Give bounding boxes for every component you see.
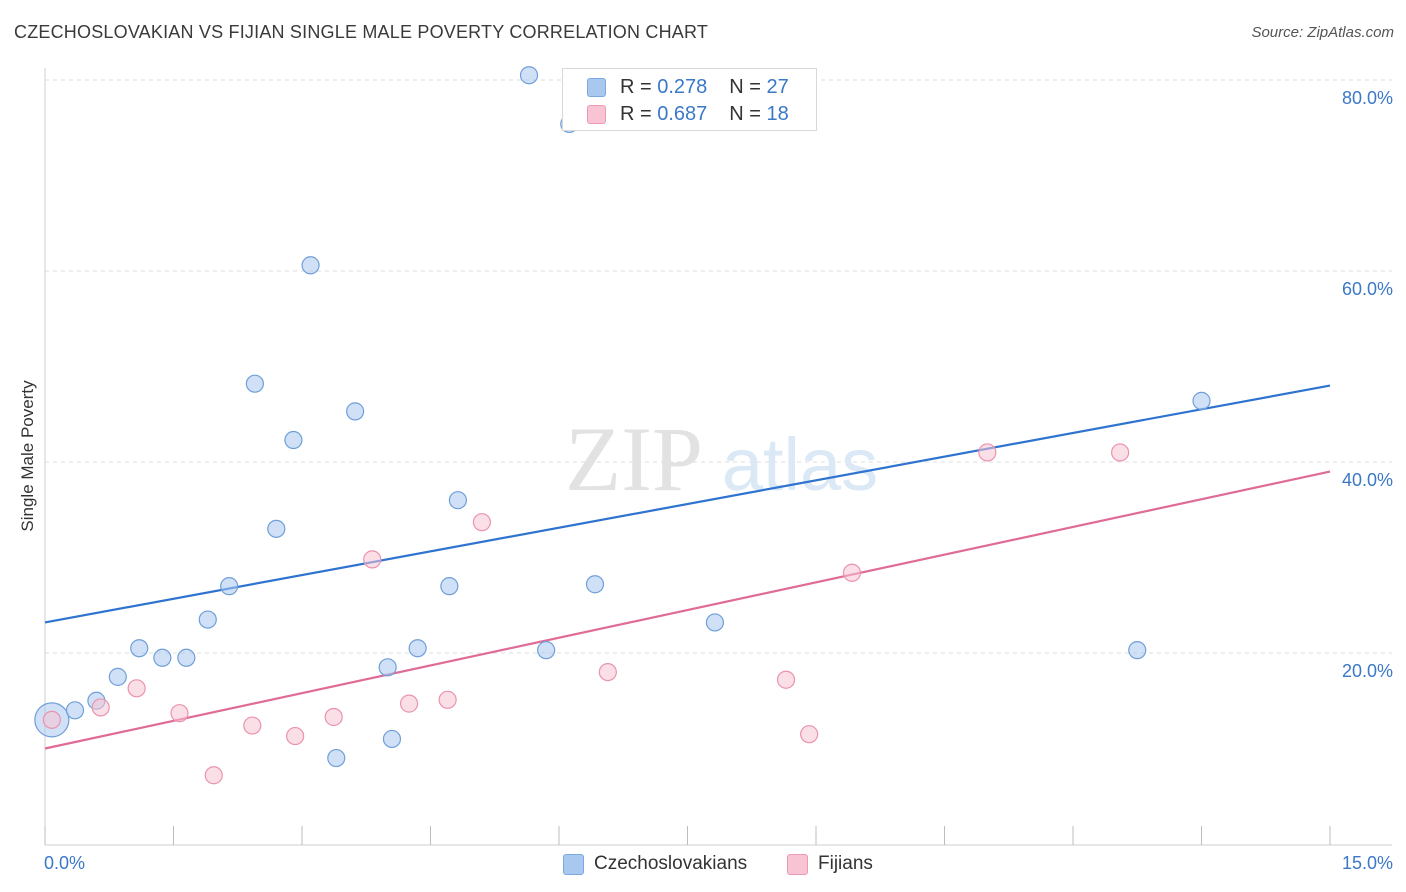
data-point-czechoslovakians (245, 374, 264, 393)
data-point-czechoslovakians (705, 613, 725, 632)
data-point-czechoslovakians (153, 648, 172, 667)
n-label: N = (729, 75, 761, 98)
data-point-fijians (42, 710, 61, 729)
data-point-fijians (286, 726, 305, 746)
fijians-swatch (587, 104, 606, 124)
data-point-fijians (472, 513, 491, 532)
data-point-fijians (91, 698, 110, 717)
watermark-zip: ZIP (565, 408, 703, 510)
czechoslovakians-legend-swatch (563, 853, 584, 875)
data-point-czechoslovakians (267, 519, 286, 538)
data-point-czechoslovakians (301, 256, 320, 275)
czechoslovakians-swatch (587, 77, 606, 97)
legend-item-czechoslovakians[interactable]: Czechoslovakians (563, 851, 747, 877)
r-label: R = (620, 75, 652, 98)
data-point-czechoslovakians (284, 430, 303, 450)
y-tick-label: 80.0% (1342, 88, 1393, 108)
data-point-fijians (204, 766, 223, 785)
y-tick-label: 60.0% (1342, 279, 1393, 299)
legend-item-fijians[interactable]: Fijians (787, 851, 873, 877)
trend-line-fijians (44, 470, 1331, 750)
data-point-czechoslovakians (220, 577, 239, 596)
data-point-czechoslovakians (585, 575, 605, 594)
n-value: 27 (766, 75, 789, 98)
x-tick-label-max: 15.0% (1342, 853, 1393, 873)
data-point-czechoslovakians (519, 66, 539, 85)
data-point-fijians (1111, 443, 1130, 462)
data-point-czechoslovakians (177, 648, 196, 667)
data-point-czechoslovakians (1128, 641, 1147, 660)
data-point-czechoslovakians (108, 667, 127, 686)
trend-line-czechoslovakians (44, 384, 1331, 624)
data-point-fijians (800, 725, 819, 744)
source-label: Source: ZipAtlas.com (1251, 24, 1394, 41)
data-point-czechoslovakians (346, 402, 365, 421)
data-point-fijians (399, 694, 419, 713)
legend-label: Fijians (818, 853, 873, 874)
legend-label: Czechoslovakians (594, 853, 748, 874)
stats-legend-row-czechoslovakians: R = 0.278 N = 27 (587, 74, 789, 100)
data-point-czechoslovakians (440, 577, 459, 596)
data-point-czechoslovakians (198, 610, 217, 629)
data-point-fijians (243, 716, 262, 735)
data-point-fijians (363, 550, 382, 569)
r-label: R = (620, 102, 652, 125)
data-point-czechoslovakians (65, 701, 85, 720)
n-label: N = (729, 102, 761, 125)
r-value: 0.278 (657, 75, 708, 98)
data-point-fijians (842, 563, 862, 582)
data-point-fijians (776, 670, 796, 689)
r-value: 0.687 (657, 102, 708, 125)
data-point-fijians (324, 707, 343, 727)
data-point-czechoslovakians (327, 748, 346, 768)
data-point-czechoslovakians (382, 729, 402, 749)
chart-title: CZECHOSLOVAKIAN VS FIJIAN SINGLE MALE PO… (14, 22, 709, 42)
data-point-fijians (127, 679, 146, 698)
y-tick-label: 40.0% (1342, 470, 1393, 490)
data-point-czechoslovakians (448, 491, 468, 510)
data-point-fijians (438, 690, 457, 709)
fijians-legend-swatch (787, 853, 808, 875)
data-point-czechoslovakians (378, 658, 397, 677)
data-point-fijians (598, 662, 617, 682)
stats-legend-row-fijians: R = 0.687 N = 18 (587, 101, 789, 127)
data-point-czechoslovakians (1192, 391, 1211, 410)
data-point-czechoslovakians (130, 639, 149, 658)
data-point-fijians (170, 704, 189, 723)
stats-legend: R = 0.278 N = 27 R = 0.687 N = 18 (562, 68, 817, 131)
y-tick-label: 20.0% (1342, 661, 1393, 681)
data-point-czechoslovakians (408, 639, 427, 658)
y-axis-label: Single Male Poverty (18, 380, 37, 532)
n-value: 18 (766, 102, 789, 125)
x-tick-label-min: 0.0% (44, 853, 85, 873)
data-point-czechoslovakians (537, 641, 556, 660)
data-point-fijians (978, 443, 997, 462)
